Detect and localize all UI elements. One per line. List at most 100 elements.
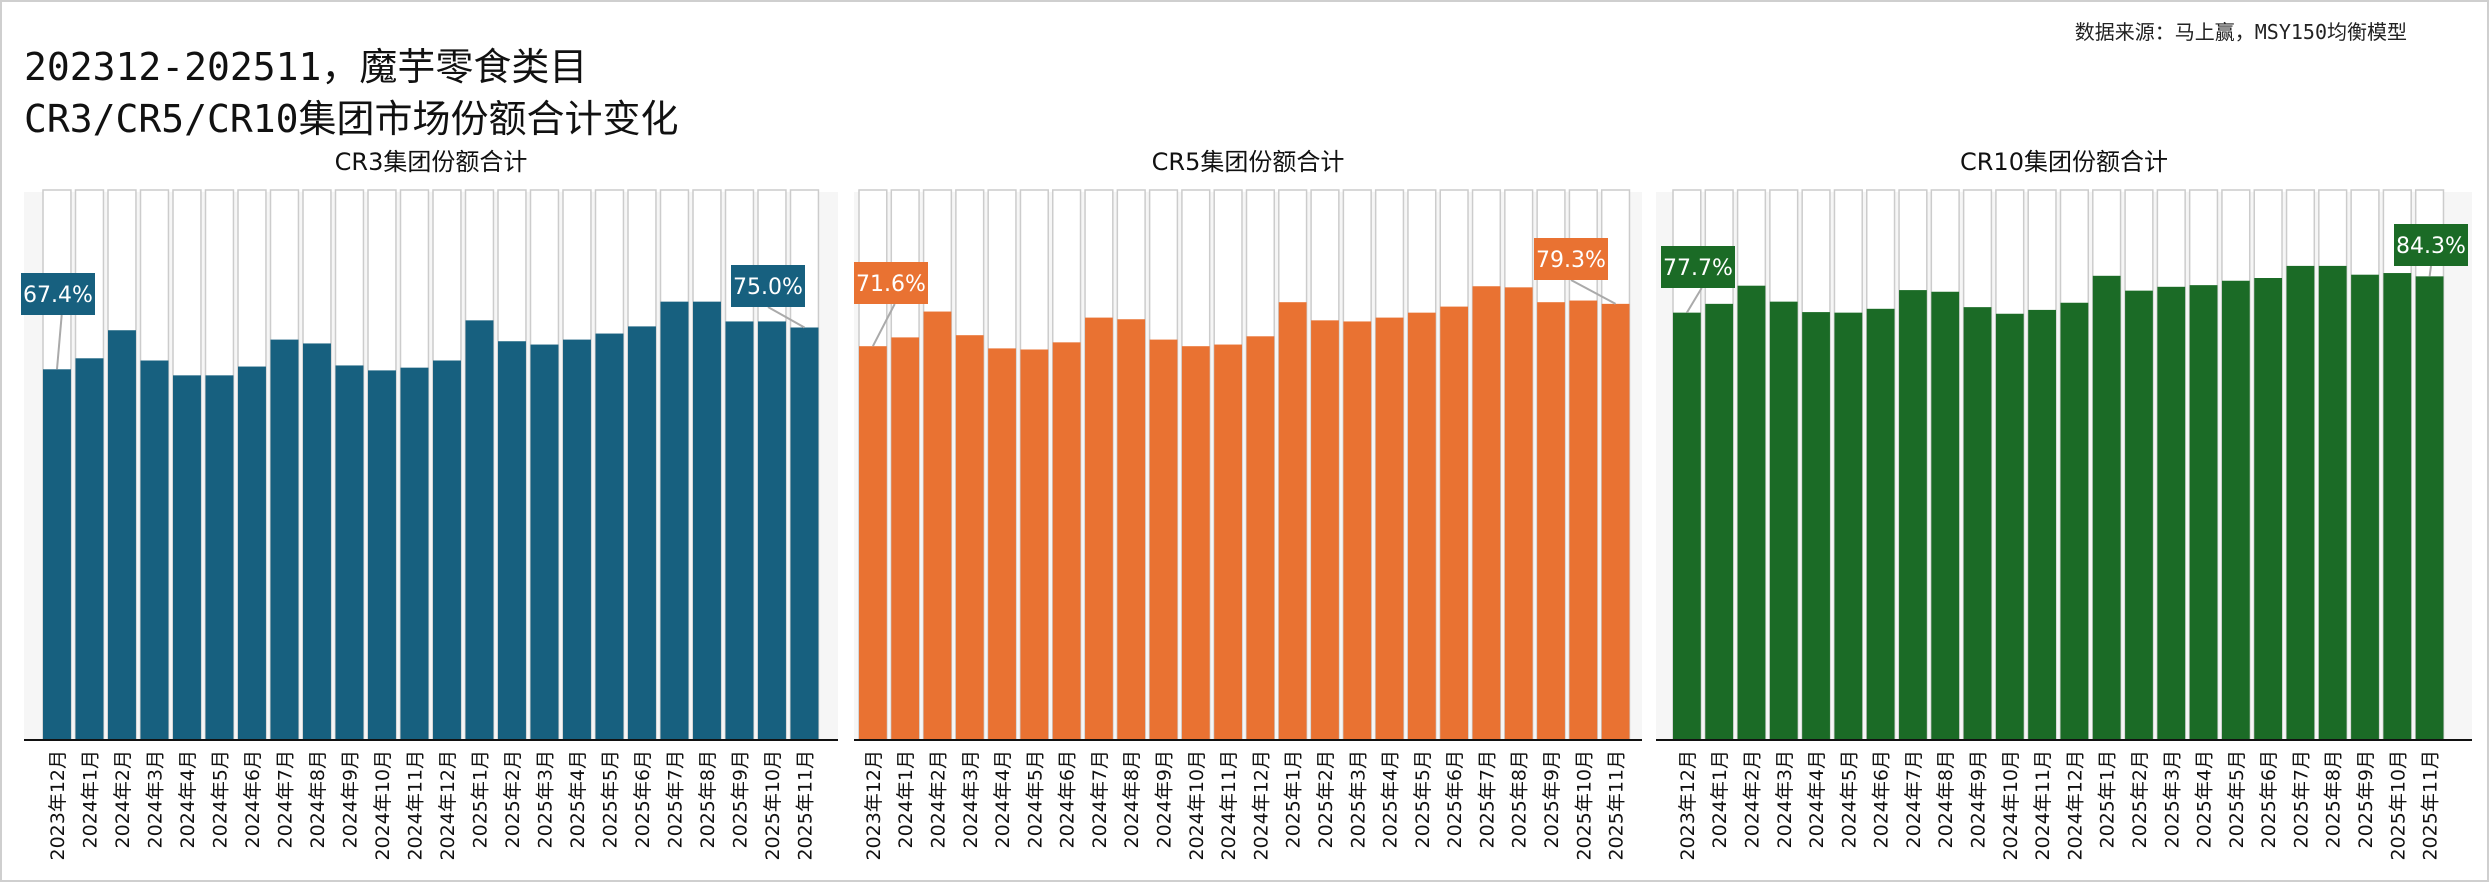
bar <box>303 343 331 740</box>
bar <box>1834 312 1863 740</box>
bar <box>955 335 984 740</box>
x-tick-label: 2025年5月 <box>2226 750 2248 848</box>
x-tick-label: 2025年11月 <box>2420 750 2442 861</box>
bar <box>1246 336 1275 740</box>
bar <box>335 365 364 740</box>
bar <box>1278 302 1307 740</box>
bar <box>1214 344 1242 740</box>
bar <box>238 366 266 740</box>
x-tick-label: 2024年10月 <box>2000 750 2022 861</box>
x-tick-label: 2025年6月 <box>632 750 654 848</box>
x-tick-label: 2024年6月 <box>242 750 264 848</box>
bar <box>859 346 887 740</box>
panel-0: CR3集团份额合计 2023年12月 2024年1月 2024年2月 2024年3月 20… <box>21 148 838 861</box>
bar <box>1569 300 1598 740</box>
bar <box>693 301 721 740</box>
x-tick-label: 2025年9月 <box>729 750 751 848</box>
x-tick-label: 2024年11月 <box>404 750 426 861</box>
bar <box>1020 349 1049 740</box>
x-tick-label: 2024年7月 <box>1089 750 1111 848</box>
panel-1: CR5集团份额合计 2023年12月 2024年1月 2024年2月 2024年3月 20… <box>854 148 1642 861</box>
x-tick-label: 2025年4月 <box>1380 750 1402 848</box>
x-tick-label: 2024年8月 <box>307 750 329 848</box>
bar <box>891 337 920 740</box>
x-tick-label: 2023年12月 <box>863 750 885 861</box>
data-label-leader-line <box>1686 287 1703 314</box>
x-tick-label: 2025年5月 <box>1412 750 1434 848</box>
x-tick-label: 2024年9月 <box>1154 750 1176 848</box>
x-tick-label: 2024年7月 <box>274 750 296 848</box>
bar <box>108 330 136 740</box>
x-tick-label: 2024年2月 <box>1741 750 1763 848</box>
bar <box>1472 286 1501 740</box>
bar <box>1052 342 1081 740</box>
bar <box>400 367 429 740</box>
x-tick-label: 2024年8月 <box>1121 750 1143 848</box>
bar <box>1149 339 1178 740</box>
x-tick-label: 2025年8月 <box>1509 750 1531 848</box>
x-tick-label: 2025年1月 <box>2097 750 2119 848</box>
x-tick-label: 2025年8月 <box>697 750 719 848</box>
x-tick-label: 2024年8月 <box>1935 750 1957 848</box>
x-tick-label: 2024年12月 <box>1250 750 1272 861</box>
x-tick-label: 2024年12月 <box>2064 750 2086 861</box>
bar <box>1931 291 1960 740</box>
x-tick-label: 2025年10月 <box>2387 750 2409 861</box>
x-tick-label: 2025年9月 <box>2355 750 2377 848</box>
bar <box>205 375 234 740</box>
bar <box>1537 302 1565 740</box>
bar <box>758 321 786 740</box>
bar <box>2415 276 2444 740</box>
bar <box>465 320 494 740</box>
bar <box>368 370 396 740</box>
bar <box>2254 278 2283 740</box>
x-tick-label: 2024年7月 <box>1903 750 1925 848</box>
data-label: 71.6% <box>856 272 926 297</box>
figure-title-line2: CR3/CR5/CR10集团市场份额合计变化 <box>24 97 679 141</box>
bar <box>1737 285 1766 740</box>
bar <box>1769 301 1798 740</box>
x-tick-label: 2024年5月 <box>209 750 231 848</box>
x-tick-label: 2025年10月 <box>1573 750 1595 861</box>
bar <box>2221 280 2250 740</box>
bar <box>1343 321 1372 740</box>
x-tick-label: 2024年1月 <box>895 750 917 848</box>
x-tick-label: 2025年5月 <box>599 750 621 848</box>
bar <box>1504 287 1533 740</box>
panel-title: CR10集团份额合计 <box>1960 148 2168 176</box>
x-tick-label: 2025年1月 <box>1283 750 1305 848</box>
bar <box>270 339 299 740</box>
bar <box>1963 307 1992 740</box>
data-label-leader-line <box>871 303 896 347</box>
x-tick-label: 2024年2月 <box>112 750 134 848</box>
x-tick-label: 2025年11月 <box>1606 750 1628 861</box>
bar <box>140 360 169 740</box>
x-tick-label: 2025年7月 <box>2290 750 2312 848</box>
x-tick-label: 2024年10月 <box>372 750 394 861</box>
figure-title-line1: 202312-202511，魔芋零食类目 <box>24 45 588 89</box>
x-tick-label: 2025年9月 <box>1541 750 1563 848</box>
data-label: 75.0% <box>733 275 803 300</box>
bar <box>923 311 952 740</box>
x-tick-label: 2024年1月 <box>1709 750 1731 848</box>
bar <box>1673 312 1701 740</box>
bar <box>1995 313 2024 740</box>
bar <box>2125 290 2153 740</box>
data-label-leader-line <box>2428 265 2432 277</box>
bar <box>725 321 754 740</box>
x-tick-label: 2024年11月 <box>2032 750 2054 861</box>
bar <box>1440 306 1469 740</box>
x-tick-label: 2024年6月 <box>1057 750 1079 848</box>
data-label-box <box>731 265 805 307</box>
bar <box>2060 302 2089 740</box>
bar <box>790 327 819 740</box>
bar <box>1705 303 1734 740</box>
bar <box>1085 317 1113 740</box>
bar <box>2286 265 2315 740</box>
bar <box>2157 286 2186 740</box>
bar <box>563 339 591 740</box>
data-label: 77.7% <box>1663 256 1733 281</box>
x-tick-label: 2025年7月 <box>1476 750 1498 848</box>
bar <box>988 348 1016 740</box>
